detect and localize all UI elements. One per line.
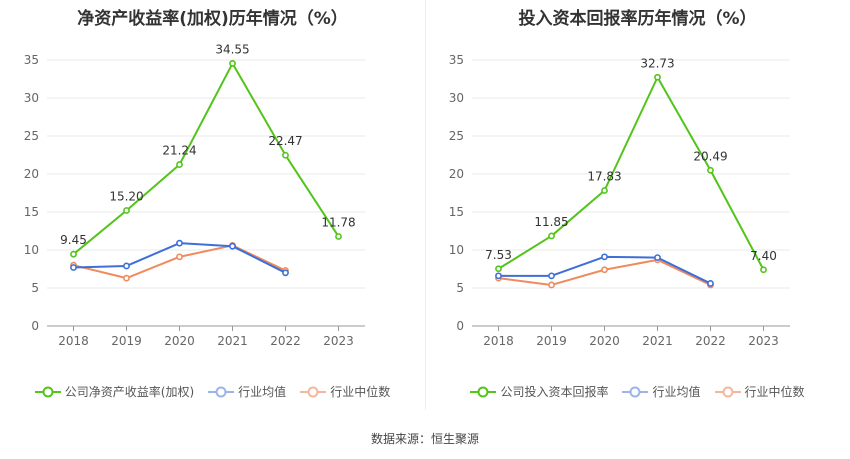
roe-chart-plot: 0 5 10 15 20 25 30 35 2018 2019 2020 2021 2022 2023 9.… — [24, 42, 365, 348]
data-point — [601, 266, 608, 274]
panel-divider — [425, 0, 426, 410]
legend-item-company-roe[interactable]: 公司净资产收益率(加权) — [34, 383, 195, 400]
legend-line-marker-icon — [622, 386, 649, 397]
x-tick-label: 2022 — [270, 334, 301, 348]
x-tick-label: 2019 — [111, 334, 142, 348]
data-label: 20.49 — [693, 149, 727, 163]
data-source-note: 数据来源：恒生聚源 — [370, 432, 479, 446]
y-tick-label: 0 — [31, 319, 39, 333]
y-tick-label: 5 — [456, 281, 464, 295]
y-tick-label: 20 — [24, 167, 39, 181]
data-point — [707, 166, 714, 174]
legend-line-marker-icon — [714, 386, 741, 397]
data-point — [229, 60, 236, 67]
legend-item-industry-median[interactable]: 行业中位数 — [300, 383, 390, 400]
data-point — [654, 73, 661, 81]
y-tick-label: 10 — [24, 243, 39, 257]
x-tick-label: 2023 — [748, 334, 779, 348]
data-point — [548, 281, 555, 289]
roe-chart-title: 净资产收益率(加权)历年情况（%） — [77, 9, 348, 29]
data-point — [123, 274, 130, 282]
data-label: 17.83 — [587, 169, 621, 183]
data-point — [495, 272, 502, 280]
y-tick-label: 30 — [24, 91, 39, 105]
x-tick-label: 2023 — [323, 334, 354, 348]
y-tick-label: 20 — [449, 167, 464, 181]
data-point — [601, 253, 608, 261]
y-tick-label: 0 — [456, 319, 464, 333]
x-tick-label: 2020 — [589, 334, 620, 348]
legend-line-marker-icon — [470, 386, 497, 397]
y-tick-label: 10 — [449, 243, 464, 257]
data-point — [548, 272, 555, 280]
series-line — [497, 76, 765, 271]
data-point — [495, 265, 502, 273]
data-label: 22.47 — [268, 134, 302, 148]
roic-chart-legend: 公司投入资本回报率 行业均值 行业中位数 — [425, 383, 850, 400]
legend-label: 行业中位数 — [330, 385, 391, 399]
roe-chart-panel: 净资产收益率(加权)历年情况（%） 0 5 10 15 20 25 30 35 2018 2019… — [0, 0, 425, 410]
data-point — [282, 151, 289, 159]
x-tick-label: 2021 — [642, 334, 673, 348]
data-point — [123, 207, 130, 214]
data-point — [282, 269, 289, 277]
data-label: 15.20 — [109, 189, 143, 203]
data-label: 9.45 — [60, 233, 87, 247]
data-point — [123, 262, 130, 270]
data-point — [760, 266, 767, 274]
legend-label: 公司净资产收益率(加权) — [64, 385, 195, 399]
data-label: 34.55 — [215, 42, 249, 56]
data-point — [548, 232, 555, 240]
data-point — [335, 233, 342, 240]
series-line — [72, 62, 340, 255]
x-tick-label: 2020 — [164, 334, 195, 348]
x-tick-label: 2019 — [536, 334, 567, 348]
x-tick-label: 2018 — [58, 334, 89, 348]
data-point — [176, 253, 183, 261]
data-point — [229, 242, 236, 250]
data-label: 11.78 — [321, 215, 355, 229]
legend-item-industry-mean[interactable]: 行业均值 — [208, 383, 286, 400]
legend-label: 公司投入资本回报率 — [500, 385, 609, 399]
legend-line-marker-icon — [208, 386, 235, 397]
legend-line-marker-icon — [34, 386, 61, 397]
roic-chart-title: 投入资本回报率历年情况（%） — [518, 9, 757, 29]
y-tick-label: 15 — [24, 205, 39, 219]
legend-item-industry-median[interactable]: 行业中位数 — [714, 383, 805, 400]
legend-label: 行业中位数 — [744, 385, 805, 399]
data-point — [601, 187, 608, 194]
data-label: 7.53 — [485, 248, 512, 262]
y-tick-label: 5 — [31, 281, 39, 295]
legend-line-marker-icon — [300, 386, 327, 397]
data-point — [654, 254, 661, 261]
y-tick-label: 15 — [449, 205, 464, 219]
y-tick-label: 30 — [449, 91, 464, 105]
legend-label: 行业均值 — [238, 385, 287, 399]
y-tick-label: 25 — [24, 129, 39, 143]
legend-item-company-roic[interactable]: 公司投入资本回报率 — [470, 383, 608, 400]
legend-item-industry-mean[interactable]: 行业均值 — [622, 383, 701, 400]
legend-label: 行业均值 — [652, 385, 701, 399]
roic-chart-panel: 投入资本回报率历年情况（%） 0 5 10 15 20 25 30 35 2018 2019 202… — [425, 0, 850, 410]
data-point — [70, 250, 77, 258]
x-tick-label: 2018 — [483, 334, 514, 348]
data-point — [176, 161, 183, 168]
y-tick-label: 35 — [449, 53, 464, 67]
data-label: 11.85 — [534, 215, 568, 229]
y-tick-label: 25 — [449, 129, 464, 143]
x-tick-label: 2021 — [217, 334, 248, 348]
roe-chart-legend: 公司净资产收益率(加权) 行业均值 行业中位数 — [0, 383, 425, 400]
data-point — [70, 264, 77, 271]
data-point — [176, 239, 183, 247]
data-point — [707, 280, 714, 287]
x-tick-label: 2022 — [695, 334, 726, 348]
data-label: 32.73 — [640, 56, 674, 70]
data-label: 21.24 — [162, 144, 196, 158]
data-label: 7.40 — [750, 249, 777, 263]
roic-chart-plot: 0 5 10 15 20 25 30 35 2018 2019 2020 2021 2022 2023 7.… — [449, 53, 790, 348]
y-tick-label: 35 — [24, 53, 39, 67]
